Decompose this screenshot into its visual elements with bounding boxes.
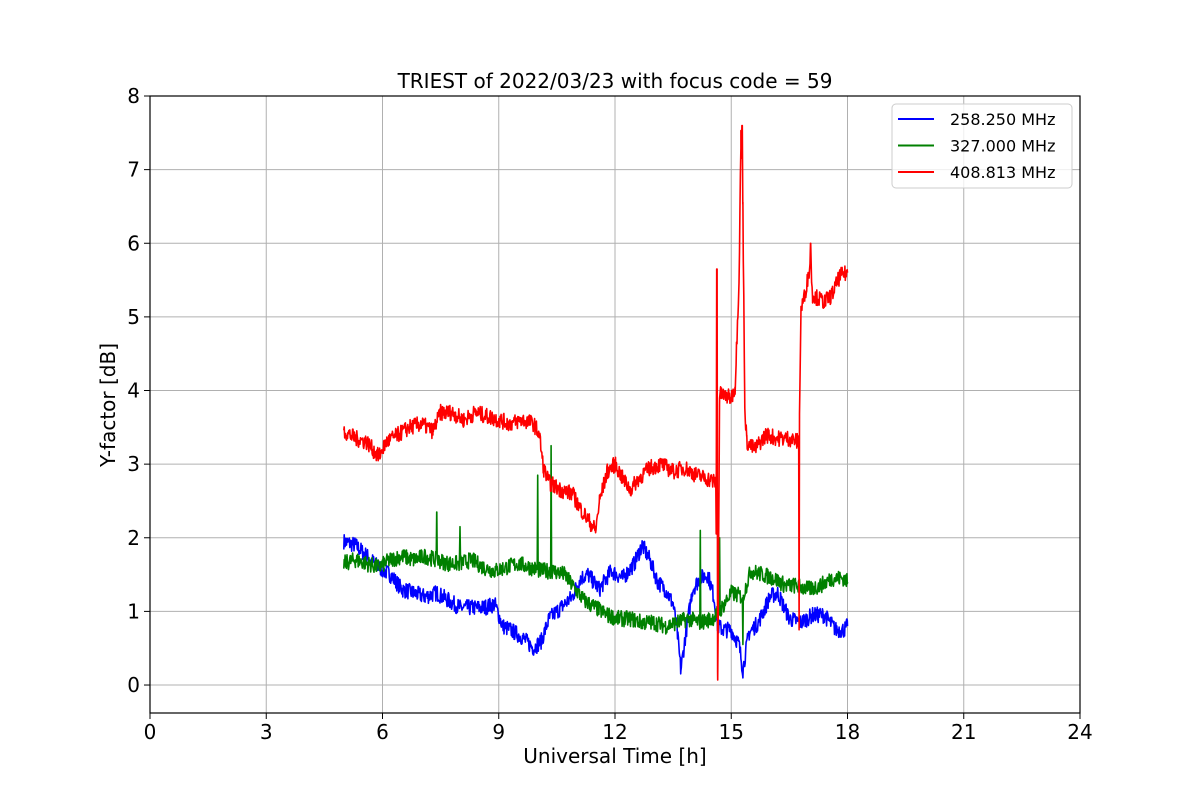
y-axis-label: Y-factor [dB]: [96, 343, 120, 468]
x-axis-ticks: 0 3 6 9 12 15 18 21 24: [144, 713, 1093, 744]
y-tick-label: 4: [127, 379, 140, 403]
legend-label: 408.813 MHz: [950, 163, 1055, 182]
series-layer: [343, 124, 849, 681]
series-line-3: [343, 124, 849, 681]
y-tick-label: 7: [127, 158, 140, 182]
x-tick-label: 3: [260, 720, 273, 744]
legend: 258.250 MHz 327.000 MHz 408.813 MHz: [891, 103, 1073, 189]
y-tick-label: 3: [127, 452, 140, 476]
chart-title: TRIEST of 2022/03/23 with focus code = 5…: [397, 69, 833, 93]
y-tick-label: 5: [127, 305, 140, 329]
x-tick-label: 6: [376, 720, 389, 744]
y-axis-ticks: 0 1 2 3 4 5 6 7 8: [127, 84, 150, 697]
x-tick-label: 21: [951, 720, 976, 744]
series-line-2: [343, 444, 849, 646]
y-tick-label: 6: [127, 231, 140, 255]
x-tick-label: 24: [1067, 720, 1092, 744]
x-axis-label: Universal Time [h]: [523, 744, 706, 768]
x-tick-label: 12: [602, 720, 627, 744]
x-tick-label: 18: [835, 720, 860, 744]
y-tick-label: 0: [127, 673, 140, 697]
legend-label: 258.250 MHz: [950, 110, 1055, 129]
legend-label: 327.000 MHz: [950, 137, 1055, 156]
y-tick-label: 2: [127, 526, 140, 550]
x-tick-label: 9: [492, 720, 505, 744]
series-line-1: [343, 534, 849, 679]
legend-box: [891, 103, 1073, 189]
x-tick-label: 0: [144, 720, 157, 744]
y-tick-label: 8: [127, 84, 140, 108]
y-tick-label: 1: [127, 599, 140, 623]
x-tick-label: 15: [719, 720, 744, 744]
